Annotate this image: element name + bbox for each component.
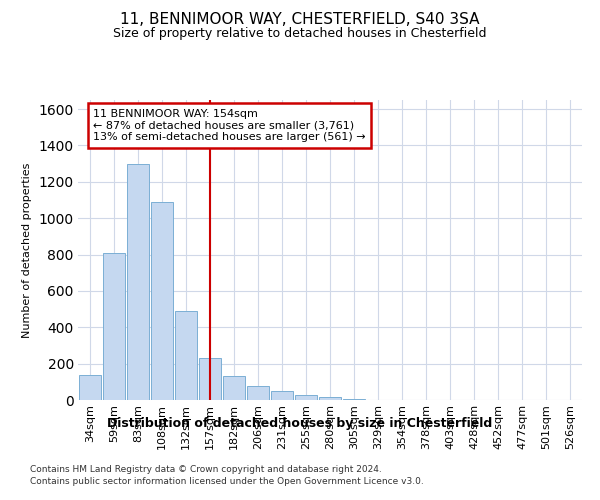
Text: 11, BENNIMOOR WAY, CHESTERFIELD, S40 3SA: 11, BENNIMOOR WAY, CHESTERFIELD, S40 3SA	[120, 12, 480, 28]
Text: Size of property relative to detached houses in Chesterfield: Size of property relative to detached ho…	[113, 28, 487, 40]
Text: 11 BENNIMOOR WAY: 154sqm
← 87% of detached houses are smaller (3,761)
13% of sem: 11 BENNIMOOR WAY: 154sqm ← 87% of detach…	[93, 109, 366, 142]
Bar	[295, 394, 317, 400]
Bar	[199, 358, 221, 400]
Text: Distribution of detached houses by size in Chesterfield: Distribution of detached houses by size …	[107, 418, 493, 430]
Text: Contains HM Land Registry data © Crown copyright and database right 2024.: Contains HM Land Registry data © Crown c…	[30, 465, 382, 474]
Bar	[247, 386, 269, 400]
Bar	[319, 398, 341, 400]
Bar	[79, 374, 101, 400]
Bar	[223, 376, 245, 400]
Text: Contains public sector information licensed under the Open Government Licence v3: Contains public sector information licen…	[30, 478, 424, 486]
Bar	[103, 252, 125, 400]
Bar	[343, 399, 365, 400]
Bar	[175, 311, 197, 400]
Y-axis label: Number of detached properties: Number of detached properties	[22, 162, 32, 338]
Bar	[151, 202, 173, 400]
Bar	[271, 391, 293, 400]
Bar	[127, 164, 149, 400]
